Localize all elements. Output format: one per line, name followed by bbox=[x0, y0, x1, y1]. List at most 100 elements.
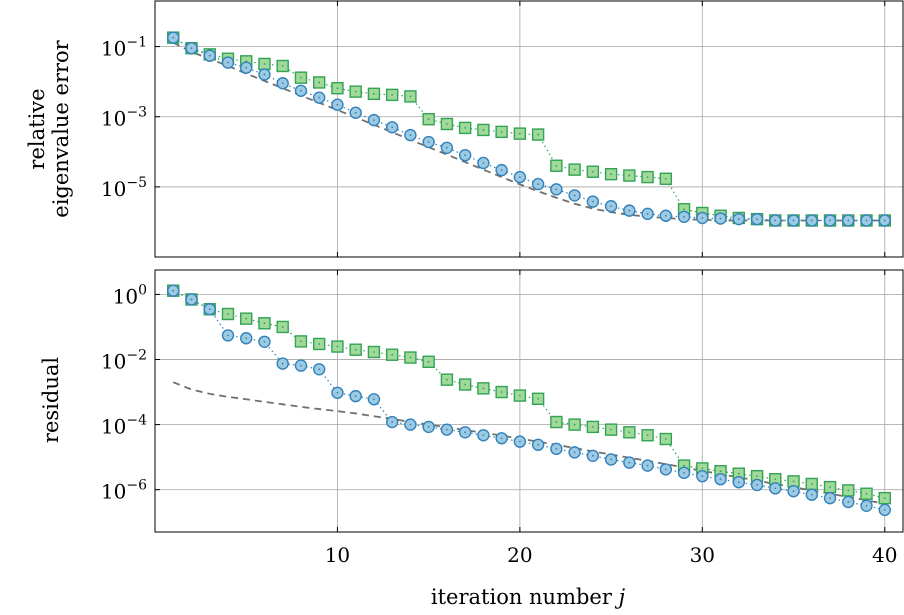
top-circle-marker-dot-24 bbox=[591, 200, 594, 203]
top-circle-marker-dot-33 bbox=[756, 218, 758, 221]
bottom-circle-marker-dot-36 bbox=[810, 493, 813, 496]
top-y-tick-exponent-1: −3 bbox=[126, 105, 147, 121]
bottom-circle-marker-dot-29 bbox=[683, 471, 685, 474]
bottom-square-marker-dot-38 bbox=[847, 489, 850, 492]
bottom-y-tick-label-2: 10−4 bbox=[101, 413, 147, 439]
top-circle-marker-dot-8 bbox=[300, 89, 302, 92]
bottom-y-tick-base-3: 10 bbox=[101, 480, 126, 504]
top-square-marker-dot-16 bbox=[446, 123, 448, 125]
bottom-circle-marker-dot-39 bbox=[865, 504, 868, 507]
bottom-circle-marker-dot-7 bbox=[281, 362, 284, 365]
bottom-circle-marker-dot-13 bbox=[391, 421, 394, 423]
top-panel-plot-area bbox=[167, 31, 891, 227]
bottom-square-marker-dot-32 bbox=[737, 472, 740, 475]
bottom-square-marker-dot-18 bbox=[482, 387, 485, 390]
bottom-circle-marker-dot-27 bbox=[646, 464, 649, 467]
top-circle-marker-dot-22 bbox=[555, 188, 558, 191]
top-circle-marker-dot-17 bbox=[464, 154, 467, 157]
bottom-circle-marker-dot-25 bbox=[610, 458, 612, 461]
x-tick-label-20: 20 bbox=[507, 543, 532, 567]
bottom-square-marker-dot-34 bbox=[774, 478, 777, 481]
bottom-circle-marker-dot-28 bbox=[664, 468, 667, 471]
top-circle-marker-dot-20 bbox=[518, 176, 521, 178]
top-panel-ylabel-line1: relative bbox=[25, 88, 49, 169]
top-circle-marker-dot-5 bbox=[245, 66, 248, 69]
top-circle-marker-dot-34 bbox=[774, 219, 777, 222]
bottom-dashed-reference-line bbox=[172, 381, 885, 505]
bottom-circle-marker-dot-21 bbox=[537, 443, 540, 446]
bottom-circle-marker-dot-30 bbox=[701, 475, 704, 478]
top-y-tick-base-1: 10 bbox=[101, 107, 126, 131]
bottom-circle-marker-dot-20 bbox=[518, 440, 521, 443]
bottom-square-marker-dot-23 bbox=[573, 423, 576, 426]
bottom-square-marker-dot-19 bbox=[500, 391, 503, 393]
bottom-panel-ylabel: residual bbox=[39, 357, 63, 443]
top-circle-marker-dot-12 bbox=[373, 119, 375, 122]
top-circle-marker-dot-3 bbox=[208, 54, 211, 57]
top-circle-marker-dot-31 bbox=[719, 217, 722, 220]
top-square-marker-dot-29 bbox=[683, 208, 685, 211]
top-y-tick-exponent-2: −5 bbox=[126, 175, 147, 191]
bottom-circle-marker-dot-40 bbox=[883, 508, 886, 511]
bottom-square-marker-dot-33 bbox=[756, 475, 758, 478]
top-circle-marker-dot-19 bbox=[500, 169, 503, 172]
top-panel-y-ticks: 10−110−310−5 bbox=[101, 1, 886, 257]
bottom-y-tick-base-1: 10 bbox=[101, 350, 126, 374]
bottom-square-marker-dot-11 bbox=[354, 348, 357, 351]
bottom-square-marker-dot-5 bbox=[245, 317, 248, 320]
x-axis-label-variable: j bbox=[615, 585, 626, 609]
bottom-circle-marker-dot-32 bbox=[737, 481, 740, 484]
top-circle-marker-dot-26 bbox=[628, 209, 631, 212]
bottom-circle-marker-dot-10 bbox=[336, 391, 339, 394]
bottom-panel-x-ticks: 10 20 30 40 bbox=[325, 543, 898, 567]
top-square-marker-dot-23 bbox=[573, 168, 576, 171]
bottom-circle-marker-dot-9 bbox=[318, 368, 321, 371]
bottom-circle-marker-dot-4 bbox=[227, 334, 229, 337]
top-square-marker-dot-11 bbox=[354, 90, 357, 93]
bottom-square-marker-dot-8 bbox=[300, 340, 302, 343]
x-tick-label-10: 10 bbox=[325, 543, 350, 567]
bottom-circle-marker-dot-38 bbox=[847, 501, 850, 503]
bottom-square-marker-dot-12 bbox=[373, 351, 375, 353]
bottom-square-marker-dot-15 bbox=[427, 360, 430, 363]
top-y-tick-base-0: 10 bbox=[101, 37, 126, 61]
bottom-circle-marker-dot-16 bbox=[446, 428, 448, 431]
bottom-circle-series-line bbox=[172, 290, 885, 511]
top-circle-marker-dot-32 bbox=[737, 218, 740, 221]
bottom-circle-marker-dot-35 bbox=[792, 490, 795, 493]
top-square-marker-dot-13 bbox=[391, 93, 394, 96]
top-circle-marker-dot-18 bbox=[482, 162, 485, 164]
top-y-tick-label-0: 10−1 bbox=[101, 35, 147, 61]
top-circle-marker-dot-21 bbox=[537, 183, 540, 185]
bottom-square-marker-dot-40 bbox=[883, 497, 886, 500]
top-circle-marker-dot-40 bbox=[883, 219, 886, 222]
top-square-marker-dot-22 bbox=[555, 164, 558, 167]
top-y-tick-exponent-0: −1 bbox=[126, 35, 147, 51]
bottom-circle-marker-dot-19 bbox=[500, 437, 503, 440]
bottom-square-marker-dot-26 bbox=[628, 431, 631, 434]
top-square-marker-dot-12 bbox=[373, 92, 375, 95]
top-square-marker-dot-17 bbox=[464, 127, 467, 129]
top-circle-marker-dot-10 bbox=[336, 103, 339, 106]
bottom-circle-marker-dot-22 bbox=[555, 447, 558, 450]
top-square-marker-dot-20 bbox=[518, 132, 521, 135]
top-circle-marker-dot-2 bbox=[190, 47, 193, 50]
bottom-square-marker-dot-39 bbox=[865, 492, 868, 495]
top-square-marker-dot-21 bbox=[537, 133, 540, 136]
x-tick-label-40: 40 bbox=[872, 543, 897, 567]
top-square-marker-dot-26 bbox=[628, 174, 631, 177]
bottom-circle-marker-dot-18 bbox=[482, 434, 485, 437]
top-square-marker-dot-10 bbox=[336, 87, 339, 90]
bottom-square-marker-dot-16 bbox=[446, 378, 448, 381]
bottom-circle-marker-dot-17 bbox=[464, 431, 467, 434]
bottom-y-tick-base-0: 10 bbox=[113, 284, 138, 308]
top-circle-marker-dot-11 bbox=[354, 111, 357, 114]
bottom-square-marker-dot-21 bbox=[537, 397, 540, 400]
top-square-marker-dot-27 bbox=[646, 176, 649, 178]
bottom-circle-marker-dot-31 bbox=[719, 478, 722, 481]
bottom-y-tick-exponent-2: −4 bbox=[126, 413, 147, 429]
top-y-tick-label-2: 10−5 bbox=[101, 175, 147, 201]
